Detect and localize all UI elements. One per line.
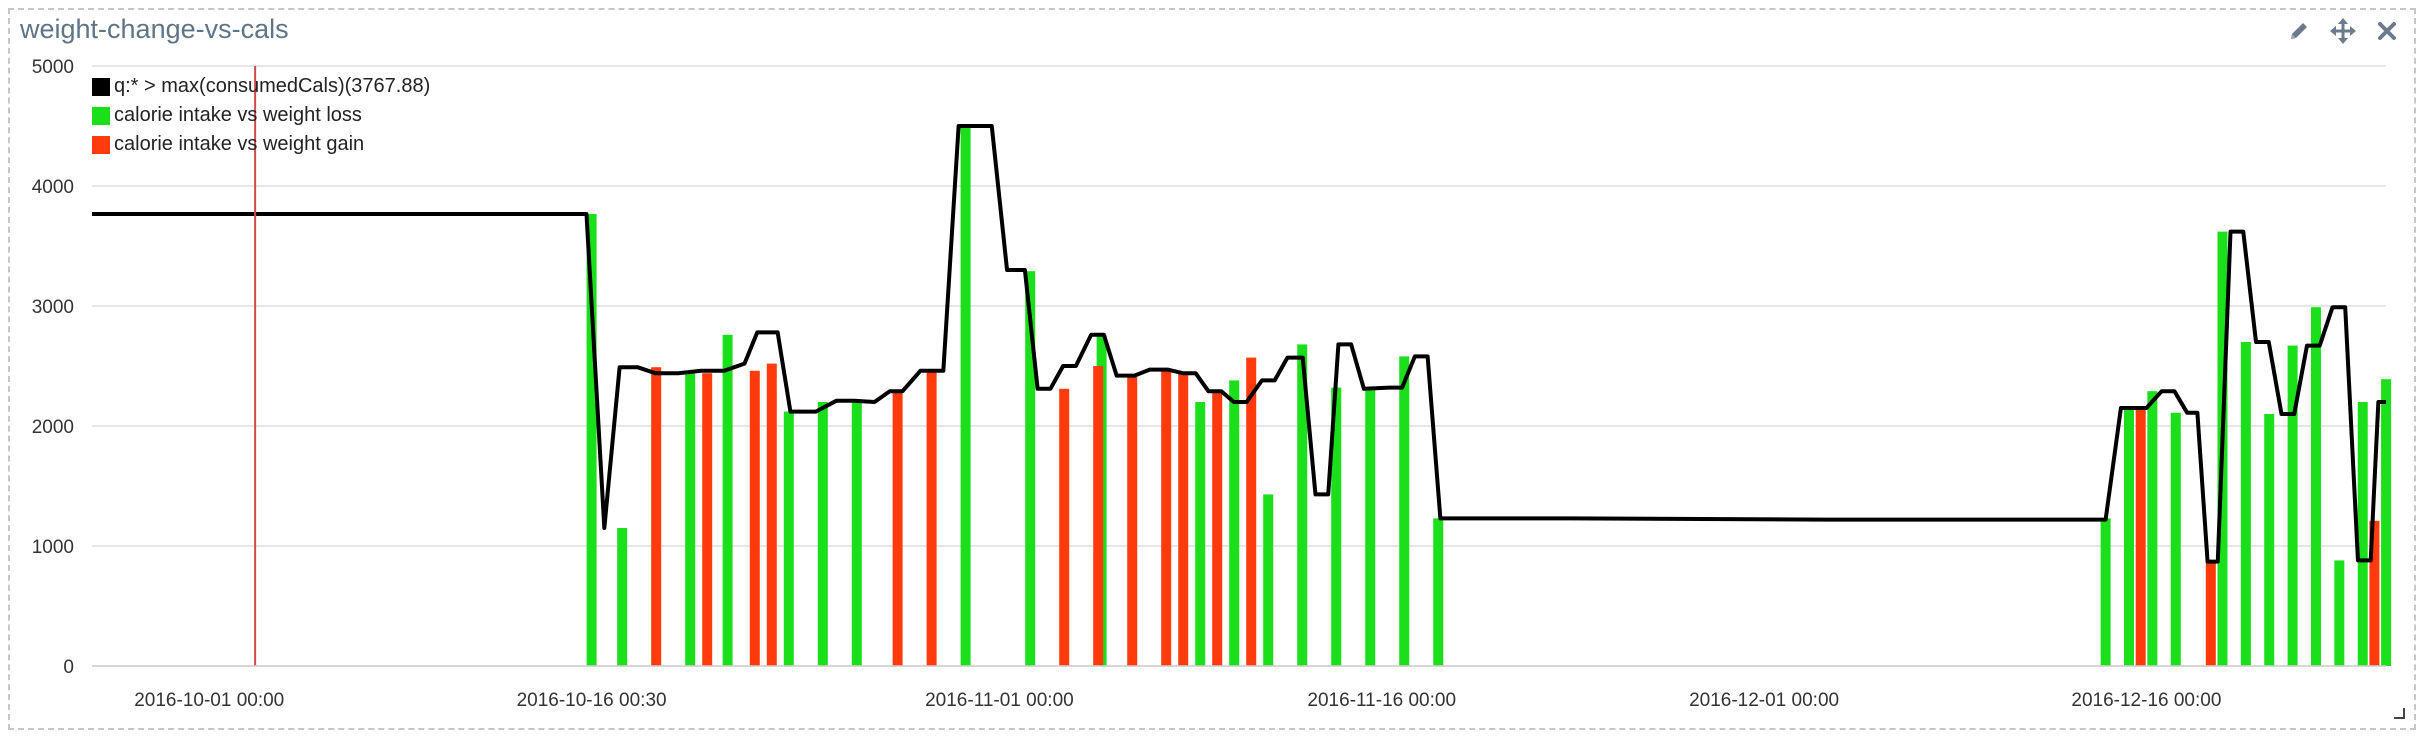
bar [685, 370, 696, 666]
x-tick-label: 2016-10-16 00:30 [517, 690, 667, 711]
bar [586, 213, 597, 666]
bar [2369, 520, 2380, 666]
chart-panel: weight-change-vs-cals [8, 8, 2416, 730]
line-series [92, 124, 2386, 564]
legend-item[interactable]: calorie intake vs weight gain [92, 130, 430, 159]
bar [1365, 387, 1376, 666]
bar [2357, 402, 2368, 666]
bar [702, 373, 713, 666]
bar [1399, 356, 1410, 666]
bar [1212, 391, 1223, 666]
bar [1246, 357, 1257, 666]
y-tick-label: 3000 [32, 297, 74, 318]
x-tick-label: 2016-12-16 00:00 [2071, 690, 2221, 711]
legend-item[interactable]: q:* > max(consumedCals)(3767.88) [92, 72, 430, 101]
legend-label: calorie intake vs weight loss [114, 104, 362, 126]
bar [2205, 561, 2216, 666]
bar [1229, 380, 1240, 666]
bar [783, 411, 794, 666]
bar [1059, 388, 1070, 666]
bar [2264, 414, 2275, 666]
bar [1297, 344, 1308, 666]
legend-label: q:* > max(consumedCals)(3767.88) [114, 75, 431, 97]
bar [722, 334, 733, 666]
bar [1433, 518, 1444, 666]
bar [2147, 391, 2158, 666]
bar [2100, 518, 2111, 666]
bar [1195, 402, 1206, 666]
bar [2334, 560, 2345, 666]
bar [1331, 387, 1342, 666]
y-tick-label: 5000 [32, 57, 74, 78]
chart-legend: q:* > max(consumedCals)(3767.88) calorie … [92, 72, 430, 159]
bar [2310, 307, 2321, 666]
y-tick-label: 0 [63, 657, 74, 678]
bar [1161, 369, 1172, 666]
bar [651, 367, 662, 666]
pencil-icon[interactable] [2284, 16, 2314, 46]
x-tick-label: 2016-10-01 00:00 [134, 690, 284, 711]
legend-item[interactable]: calorie intake vs weight loss [92, 101, 430, 130]
bar [892, 391, 903, 666]
bar [2135, 408, 2146, 666]
bar [926, 370, 937, 666]
move-icon[interactable] [2328, 16, 2358, 46]
close-icon[interactable] [2372, 16, 2402, 46]
y-tick-label: 4000 [32, 177, 74, 198]
panel-title: weight-change-vs-cals [20, 14, 289, 44]
bar [1263, 494, 1274, 666]
bar [2287, 345, 2298, 666]
bar [749, 370, 760, 666]
bar [1025, 271, 1036, 666]
y-tick-label: 1000 [32, 537, 74, 558]
bar [960, 126, 971, 666]
legend-swatch [92, 135, 110, 154]
bar [766, 363, 777, 666]
y-tick-label: 2000 [32, 417, 74, 438]
resize-handle[interactable] [2392, 706, 2406, 720]
x-tick-label: 2016-11-16 00:00 [1307, 690, 1456, 711]
bar [2240, 342, 2251, 666]
bar [1178, 373, 1189, 666]
bar [2170, 412, 2181, 666]
legend-swatch [92, 77, 110, 96]
bar [2381, 379, 2392, 666]
legend-label: calorie intake vs weight gain [114, 133, 365, 155]
x-tick-label: 2016-12-01 00:00 [1689, 690, 1839, 711]
x-tick-label: 2016-11-01 00:00 [925, 690, 1074, 711]
bar [1093, 366, 1104, 666]
bar [851, 402, 862, 666]
legend-swatch [92, 106, 110, 125]
panel-toolbar [2284, 16, 2402, 46]
bar [817, 402, 828, 666]
bar [617, 528, 628, 666]
bar [2123, 408, 2134, 666]
bar [1127, 375, 1138, 666]
